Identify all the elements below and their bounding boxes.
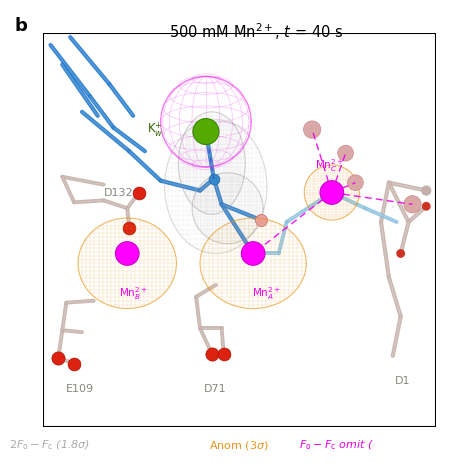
Point: [55, 354, 62, 362]
Text: Mn$^{2+}_{C}$: Mn$^{2+}_{C}$: [315, 157, 345, 174]
Point: [70, 360, 78, 367]
Point: [210, 175, 218, 182]
Point: [257, 216, 265, 224]
Point: [220, 350, 228, 357]
Circle shape: [337, 146, 354, 161]
Text: $F_{\rm o} - F_{\rm c}$ omit (: $F_{\rm o} - F_{\rm c}$ omit (: [299, 439, 374, 452]
Circle shape: [347, 175, 363, 191]
Point: [397, 250, 404, 257]
Circle shape: [303, 121, 321, 138]
Point: [257, 216, 265, 224]
Point: [126, 224, 133, 232]
Text: D132: D132: [104, 188, 133, 198]
Text: 500 mM Mn$^{2+}$, $t$ = 40 s: 500 mM Mn$^{2+}$, $t$ = 40 s: [169, 21, 343, 42]
Text: $2F_{\rm o} - F_{\rm c}$ (1.8$\sigma$): $2F_{\rm o} - F_{\rm c}$ (1.8$\sigma$): [9, 439, 90, 452]
Text: Mn$^{2+}_{A}$: Mn$^{2+}_{A}$: [252, 285, 282, 302]
Point: [422, 187, 430, 194]
Circle shape: [320, 181, 344, 204]
Point: [422, 202, 430, 210]
Text: D1: D1: [395, 376, 410, 386]
FancyBboxPatch shape: [43, 33, 436, 427]
Text: D71: D71: [204, 384, 227, 394]
Circle shape: [116, 242, 139, 265]
Point: [135, 189, 143, 196]
Text: Anom (3$\sigma$): Anom (3$\sigma$): [209, 439, 268, 452]
Text: b: b: [14, 17, 27, 35]
Text: E109: E109: [66, 384, 94, 394]
Point: [208, 350, 216, 357]
Text: Mn$^{2+}_{B}$: Mn$^{2+}_{B}$: [118, 285, 148, 302]
Circle shape: [193, 118, 219, 145]
Circle shape: [404, 196, 421, 213]
Circle shape: [241, 242, 265, 265]
Text: K$^{+}_{w}$: K$^{+}_{w}$: [147, 120, 164, 139]
